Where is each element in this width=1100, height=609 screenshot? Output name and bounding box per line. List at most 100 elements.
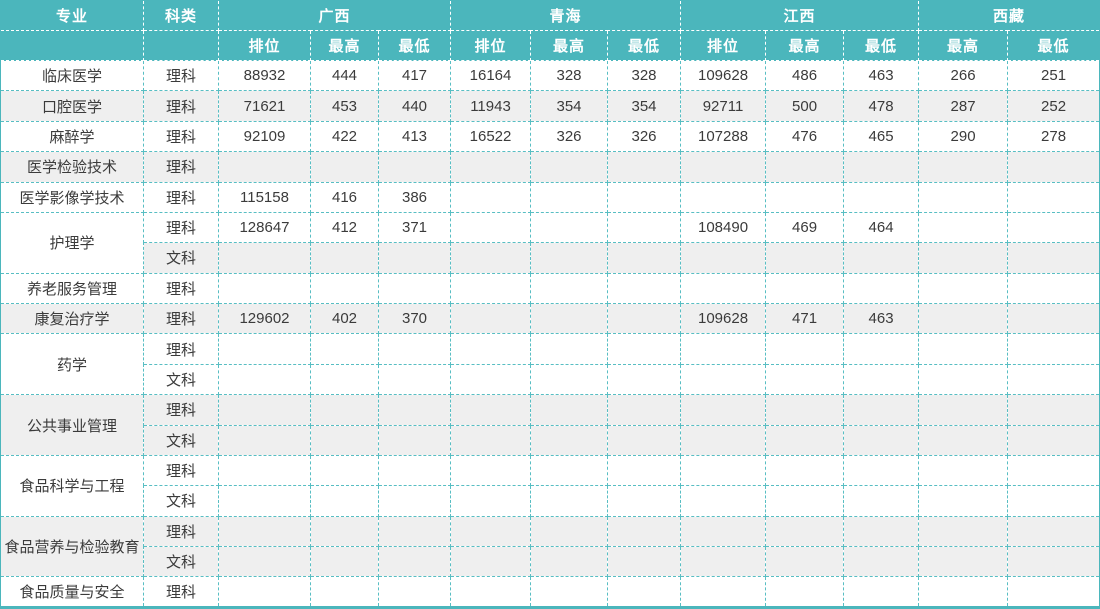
score-cell — [1007, 151, 1100, 183]
score-cell — [918, 454, 1009, 487]
score-cell: 107288 — [680, 120, 767, 153]
category-cell: 理科 — [143, 302, 219, 335]
score-cell — [607, 515, 682, 548]
major-cell: 麻醉学 — [0, 120, 144, 153]
score-cell — [218, 545, 311, 578]
score-cell — [918, 576, 1009, 608]
score-cell — [450, 211, 532, 244]
score-cell: 500 — [765, 90, 845, 122]
score-cell — [218, 424, 311, 456]
score-cell: 412 — [310, 211, 379, 244]
score-cell — [680, 515, 767, 548]
score-cell — [530, 363, 609, 396]
score-cell — [918, 515, 1009, 548]
score-cell: 463 — [843, 59, 920, 92]
score-cell — [765, 576, 845, 608]
score-cell — [843, 181, 920, 213]
score-cell — [450, 242, 532, 274]
score-cell — [1007, 211, 1100, 244]
score-cell — [310, 272, 379, 305]
score-cell — [680, 333, 767, 365]
table-row: 文科 — [1, 424, 1100, 456]
score-cell — [530, 576, 609, 608]
table-header: 专业 科类 广西 青海 江西 西藏 排位 最高 最低 排位 最高 最低 排位 最高 最低 最高 最低 — [0, 0, 1100, 61]
header-subcol: 排位 — [680, 30, 767, 61]
score-cell — [1007, 515, 1100, 548]
score-cell — [918, 545, 1009, 578]
score-cell — [1007, 302, 1100, 335]
score-cell: 417 — [377, 59, 452, 92]
category-cell: 理科 — [143, 120, 219, 153]
score-cell: 71621 — [218, 90, 311, 122]
score-cell — [530, 333, 609, 365]
category-cell: 理科 — [143, 151, 219, 183]
score-cell — [680, 151, 767, 183]
header-empty-cell — [0, 30, 144, 61]
header-subcol: 排位 — [450, 30, 532, 61]
score-cell — [918, 424, 1009, 456]
header-subcol: 最低 — [843, 30, 920, 61]
score-cell: 370 — [377, 302, 452, 335]
score-cell: 16522 — [450, 120, 532, 153]
score-cell: 465 — [843, 120, 920, 153]
score-cell — [765, 151, 845, 183]
score-cell: 287 — [918, 90, 1009, 122]
score-cell — [680, 272, 767, 305]
major-cell: 公共事业管理 — [0, 394, 144, 456]
header-subcol: 排位 — [218, 30, 311, 61]
major-cell: 医学影像学技术 — [0, 181, 144, 213]
score-cell — [680, 394, 767, 426]
category-cell: 理科 — [143, 454, 219, 487]
score-cell — [765, 424, 845, 456]
score-cell — [607, 211, 682, 244]
header-subcol: 最高 — [530, 30, 609, 61]
category-cell: 理科 — [143, 272, 219, 305]
table-row: 药学 理科 — [0, 333, 1100, 396]
score-cell — [1007, 363, 1100, 396]
score-cell — [450, 485, 532, 517]
major-cell: 医学检验技术 — [0, 151, 144, 183]
table-row: 文科 — [1, 242, 1100, 274]
score-cell — [377, 545, 452, 578]
header-province: 江西 — [680, 0, 920, 31]
score-cell — [450, 515, 532, 548]
score-cell — [607, 485, 682, 517]
score-cell — [607, 576, 682, 608]
score-cell: 478 — [843, 90, 920, 122]
score-cell — [765, 363, 845, 396]
score-cell — [218, 454, 311, 487]
table-row: 食品营养与检验教育 理科 — [0, 515, 1100, 578]
header-province: 广西 — [217, 0, 452, 31]
header-subcol: 最低 — [1007, 30, 1100, 61]
table-row: 护理学 理科 128647 412 371 108490 469 464 — [0, 211, 1100, 274]
score-cell — [765, 515, 845, 548]
score-cell: 464 — [843, 211, 920, 244]
score-cell: 251 — [1007, 59, 1100, 92]
score-cell — [310, 151, 379, 183]
score-cell — [1007, 424, 1100, 456]
major-cell: 药学 — [0, 333, 144, 396]
score-cell — [377, 515, 452, 548]
score-cell: 108490 — [680, 211, 767, 244]
header-category: 科类 — [143, 0, 219, 31]
score-cell — [1007, 181, 1100, 213]
header-subcol: 最高 — [765, 30, 845, 61]
score-cell — [218, 515, 311, 548]
table-row: 医学检验技术 理科 — [0, 151, 1100, 183]
major-cell: 养老服务管理 — [0, 272, 144, 305]
score-cell: 328 — [530, 59, 609, 92]
score-cell — [843, 272, 920, 305]
score-cell: 453 — [310, 90, 379, 122]
score-cell — [918, 211, 1009, 244]
score-cell — [765, 394, 845, 426]
score-cell — [680, 576, 767, 608]
score-cell — [680, 485, 767, 517]
score-cell — [450, 151, 532, 183]
score-cell — [918, 394, 1009, 426]
score-cell — [530, 242, 609, 274]
table-row: 文科 — [1, 545, 1100, 578]
category-cell: 文科 — [143, 363, 219, 396]
score-cell — [607, 302, 682, 335]
